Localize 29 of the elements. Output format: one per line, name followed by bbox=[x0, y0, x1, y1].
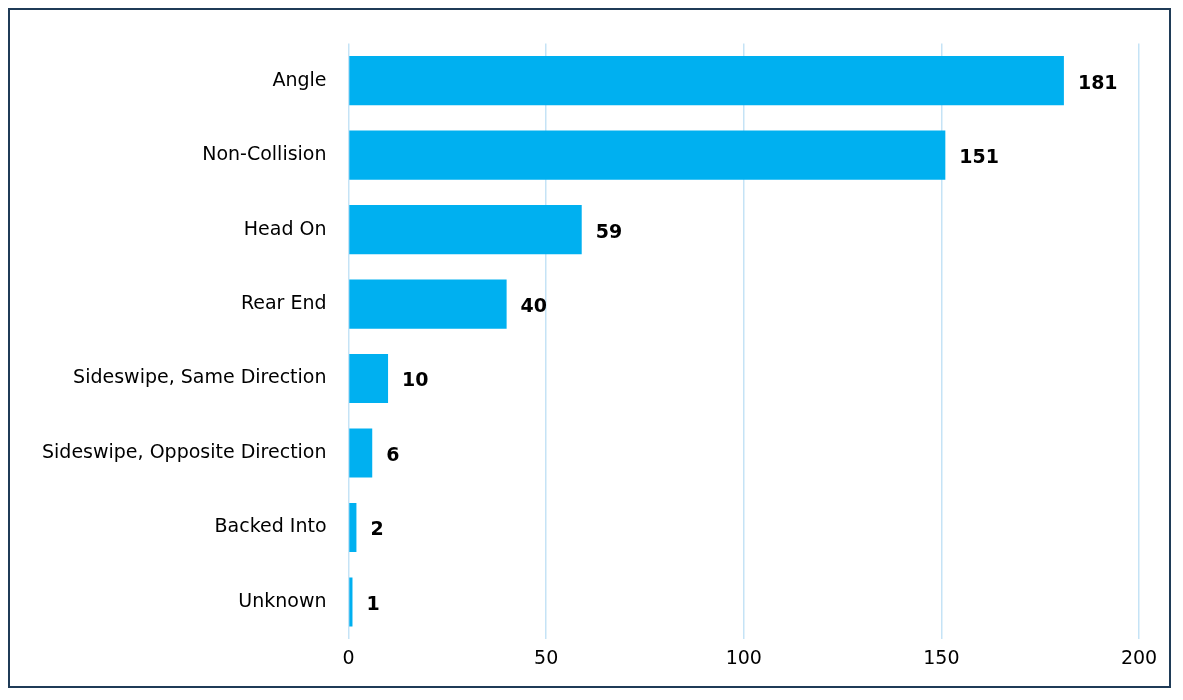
x-tick-label: 200 bbox=[1120, 645, 1158, 668]
bar bbox=[349, 502, 357, 553]
data-label: 10 bbox=[402, 368, 429, 391]
data-label: 40 bbox=[520, 294, 548, 316]
x-tick-label: 100 bbox=[725, 645, 762, 668]
data-label: 1 bbox=[366, 591, 380, 614]
bar bbox=[349, 56, 1064, 106]
y-tick-label: Backed Into bbox=[214, 514, 327, 537]
y-tick-label: Unknown bbox=[238, 588, 327, 611]
bar bbox=[349, 205, 582, 255]
y-tick-label: Sideswipe, Same Direction bbox=[73, 365, 327, 388]
y-tick-label: Rear End bbox=[240, 291, 327, 313]
data-label: 2 bbox=[370, 517, 384, 540]
data-label: 151 bbox=[959, 145, 1000, 168]
bar bbox=[349, 353, 389, 404]
data-label: 6 bbox=[386, 442, 400, 465]
y-tick-label: Angle bbox=[272, 67, 327, 90]
x-tick-label: 50 bbox=[534, 645, 559, 668]
data-label: 59 bbox=[595, 219, 623, 242]
y-tick-label: Head On bbox=[243, 216, 327, 239]
x-tick-label: 0 bbox=[342, 645, 355, 668]
bar bbox=[349, 279, 507, 329]
x-tick-label: 150 bbox=[923, 645, 960, 668]
y-tick-label: Non-Collision bbox=[202, 142, 327, 165]
bar bbox=[349, 428, 373, 478]
data-label: 181 bbox=[1077, 70, 1118, 93]
bar bbox=[349, 577, 353, 627]
bar bbox=[349, 130, 946, 180]
y-tick-label: Sideswipe, Opposite Direction bbox=[42, 439, 327, 462]
